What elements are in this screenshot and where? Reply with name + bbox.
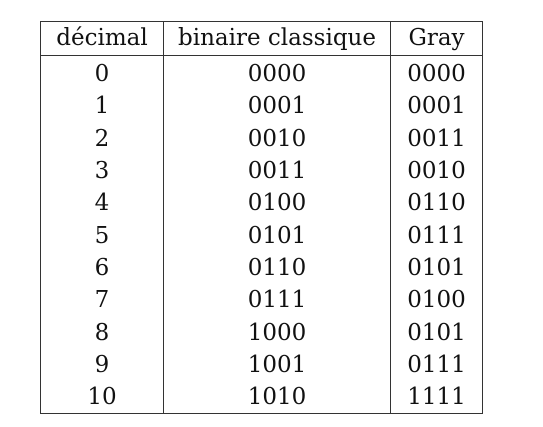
gray-cell: 0011 [390, 122, 483, 155]
decimal-cell: 4 [40, 187, 164, 220]
decimal-cell: 6 [40, 251, 164, 285]
header-gray: Gray [390, 21, 483, 56]
table-row: 0 0000 0000 [40, 55, 483, 91]
conversion-table: décimal binaire classique Gray 0 0000 0000… [40, 21, 483, 415]
binary-cell: 0110 [163, 251, 391, 285]
table-row: 9 1001 0111 [40, 348, 483, 381]
binary-cell: 1010 [163, 380, 391, 415]
binary-cell: 1001 [163, 348, 391, 381]
table-row: 6 0110 0101 [40, 251, 483, 285]
table-row: 10 1010 1111 [40, 380, 483, 415]
binary-cell: 0111 [163, 284, 391, 317]
binary-cell: 0101 [163, 219, 391, 252]
conversion-table-container: décimal binaire classique Gray 0 0000 0000… [40, 21, 483, 415]
binary-cell: 0100 [163, 187, 391, 220]
decimal-cell: 10 [40, 380, 164, 415]
header-row: décimal binaire classique Gray [40, 21, 483, 56]
gray-cell: 0001 [390, 90, 483, 123]
table-row: 5 0101 0111 [40, 219, 483, 252]
table-row: 2 0010 0011 [40, 122, 483, 155]
gray-cell: 0110 [390, 187, 483, 220]
gray-cell: 1111 [390, 380, 483, 415]
binary-cell: 0001 [163, 90, 391, 123]
header-decimal: décimal [40, 21, 164, 56]
decimal-cell: 3 [40, 154, 164, 188]
gray-cell: 0000 [390, 55, 483, 91]
gray-cell: 0010 [390, 154, 483, 188]
decimal-cell: 7 [40, 284, 164, 317]
gray-cell: 0111 [390, 219, 483, 252]
decimal-cell: 5 [40, 219, 164, 252]
gray-cell: 0101 [390, 251, 483, 285]
header-binary: binaire classique [163, 21, 391, 56]
gray-cell: 0101 [390, 316, 483, 349]
decimal-cell: 2 [40, 122, 164, 155]
binary-cell: 0000 [163, 55, 391, 91]
binary-cell: 1000 [163, 316, 391, 349]
table-body: 0 0000 0000 1 0001 0001 2 0010 0011 3 0011 0010 4 010… [40, 55, 483, 415]
table-row: 7 0111 0100 [40, 284, 483, 317]
decimal-cell: 9 [40, 348, 164, 381]
table-row: 1 0001 0001 [40, 90, 483, 123]
table-row: 3 0011 0010 [40, 154, 483, 188]
decimal-cell: 0 [40, 55, 164, 91]
binary-cell: 0011 [163, 154, 391, 188]
gray-cell: 0111 [390, 348, 483, 381]
decimal-cell: 1 [40, 90, 164, 123]
binary-cell: 0010 [163, 122, 391, 155]
decimal-cell: 8 [40, 316, 164, 349]
gray-cell: 0100 [390, 284, 483, 317]
table-row: 8 1000 0101 [40, 316, 483, 349]
table-row: 4 0100 0110 [40, 187, 483, 220]
table-header: décimal binaire classique Gray [40, 21, 483, 56]
